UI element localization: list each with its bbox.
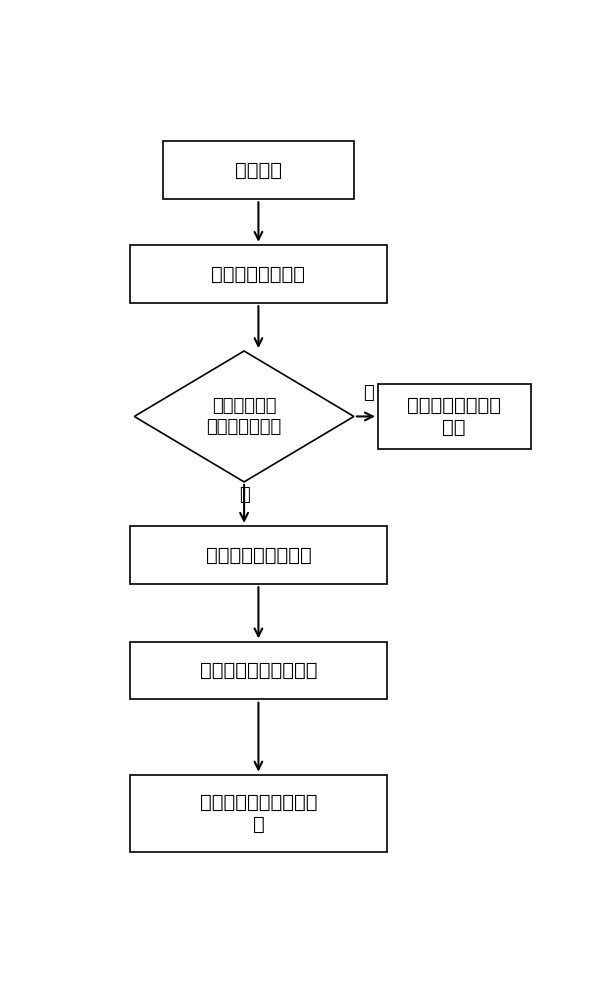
Text: 确定地源热泵出水温度: 确定地源热泵出水温度 <box>200 661 317 680</box>
Text: 降低地暖系统的运行功
率: 降低地暖系统的运行功 率 <box>200 792 317 834</box>
Text: 是: 是 <box>239 486 249 504</box>
Text: 提示用户设定工程
参数: 提示用户设定工程 参数 <box>407 396 501 437</box>
Text: 否: 否 <box>363 384 373 402</box>
Text: 上电开机: 上电开机 <box>235 161 282 180</box>
Polygon shape <box>134 351 354 482</box>
Text: 获取室内外环境温度: 获取室内外环境温度 <box>206 546 311 565</box>
Text: 获取记忆工程参数: 获取记忆工程参数 <box>211 264 306 284</box>
FancyBboxPatch shape <box>129 245 387 303</box>
FancyBboxPatch shape <box>129 774 387 852</box>
FancyBboxPatch shape <box>129 526 387 584</box>
FancyBboxPatch shape <box>163 141 354 199</box>
FancyBboxPatch shape <box>378 384 530 449</box>
FancyBboxPatch shape <box>129 642 387 699</box>
Text: 自动设定工程
参数是否有效？: 自动设定工程 参数是否有效？ <box>206 397 282 436</box>
